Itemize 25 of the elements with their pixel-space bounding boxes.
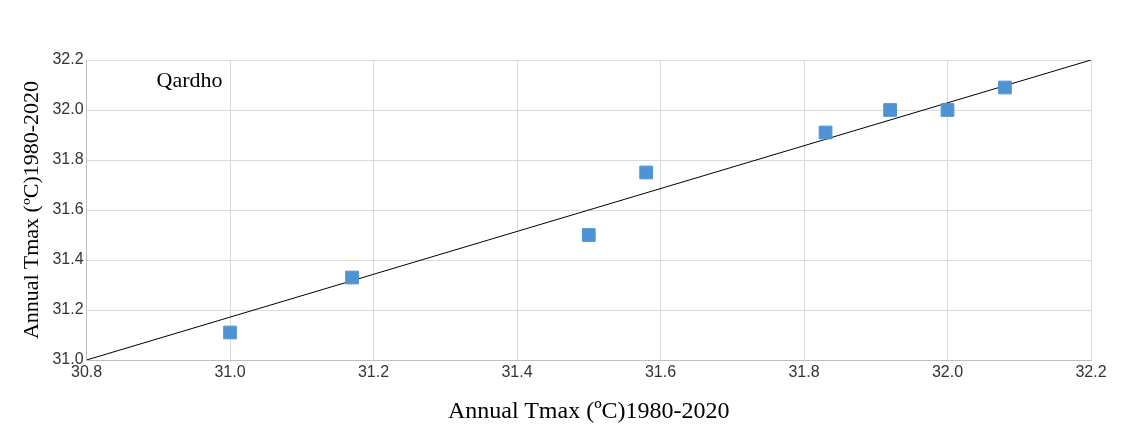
x-tick-label: 30.8 [70, 363, 103, 381]
y-tick-label: 31.6 [52, 200, 84, 218]
y-tick-label: 32.2 [52, 50, 84, 68]
x-tick-label: 31.2 [357, 363, 390, 381]
x-axis-title: Annual Tmax (ºC)1980-2020 [447, 396, 730, 423]
x-tick-label: 31.0 [214, 363, 246, 381]
point [639, 165, 654, 180]
y-tick-label: 31.8 [52, 150, 84, 168]
y-tick-label: 32.0 [52, 100, 84, 118]
x-tick-label: 32.0 [931, 363, 964, 381]
x-tick-label: 32.2 [1075, 363, 1107, 381]
point [883, 103, 897, 117]
x-tick-label: 31.4 [501, 363, 533, 381]
point [581, 228, 596, 242]
point [998, 80, 1012, 95]
x-tick-label: 31.6 [644, 363, 677, 381]
point [818, 125, 833, 140]
point [345, 270, 359, 285]
point [940, 103, 955, 117]
y-tick-label: 31.2 [52, 300, 84, 318]
annotation: Qardho [156, 66, 223, 92]
point [223, 325, 237, 340]
y-tick-label: 31.4 [52, 250, 84, 268]
y-axis-title: Annual Tmax (ºC)1980-2020 [17, 80, 43, 340]
x-tick-label: 31.8 [788, 363, 820, 381]
